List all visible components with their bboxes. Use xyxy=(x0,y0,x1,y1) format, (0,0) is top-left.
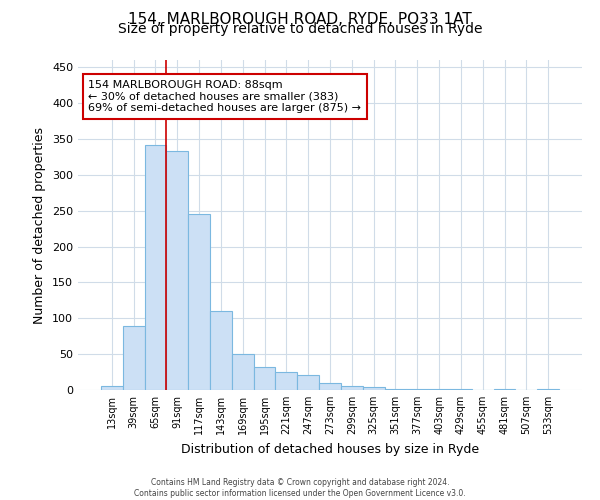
Text: Size of property relative to detached houses in Ryde: Size of property relative to detached ho… xyxy=(118,22,482,36)
Bar xyxy=(123,326,145,390)
Bar xyxy=(341,386,363,390)
Bar xyxy=(319,383,341,390)
Bar xyxy=(145,144,166,390)
Bar xyxy=(406,388,428,390)
Text: Contains HM Land Registry data © Crown copyright and database right 2024.
Contai: Contains HM Land Registry data © Crown c… xyxy=(134,478,466,498)
Bar xyxy=(428,388,450,390)
X-axis label: Distribution of detached houses by size in Ryde: Distribution of detached houses by size … xyxy=(181,442,479,456)
Text: 154, MARLBOROUGH ROAD, RYDE, PO33 1AT: 154, MARLBOROUGH ROAD, RYDE, PO33 1AT xyxy=(128,12,472,28)
Y-axis label: Number of detached properties: Number of detached properties xyxy=(34,126,46,324)
Bar xyxy=(363,387,385,390)
Bar xyxy=(210,311,232,390)
Bar xyxy=(188,214,210,390)
Bar xyxy=(166,151,188,390)
Bar xyxy=(385,388,406,390)
Bar xyxy=(297,375,319,390)
Bar xyxy=(275,372,297,390)
Bar xyxy=(254,367,275,390)
Bar xyxy=(232,354,254,390)
Text: 154 MARLBOROUGH ROAD: 88sqm
← 30% of detached houses are smaller (383)
69% of se: 154 MARLBOROUGH ROAD: 88sqm ← 30% of det… xyxy=(88,80,361,113)
Bar xyxy=(101,386,123,390)
